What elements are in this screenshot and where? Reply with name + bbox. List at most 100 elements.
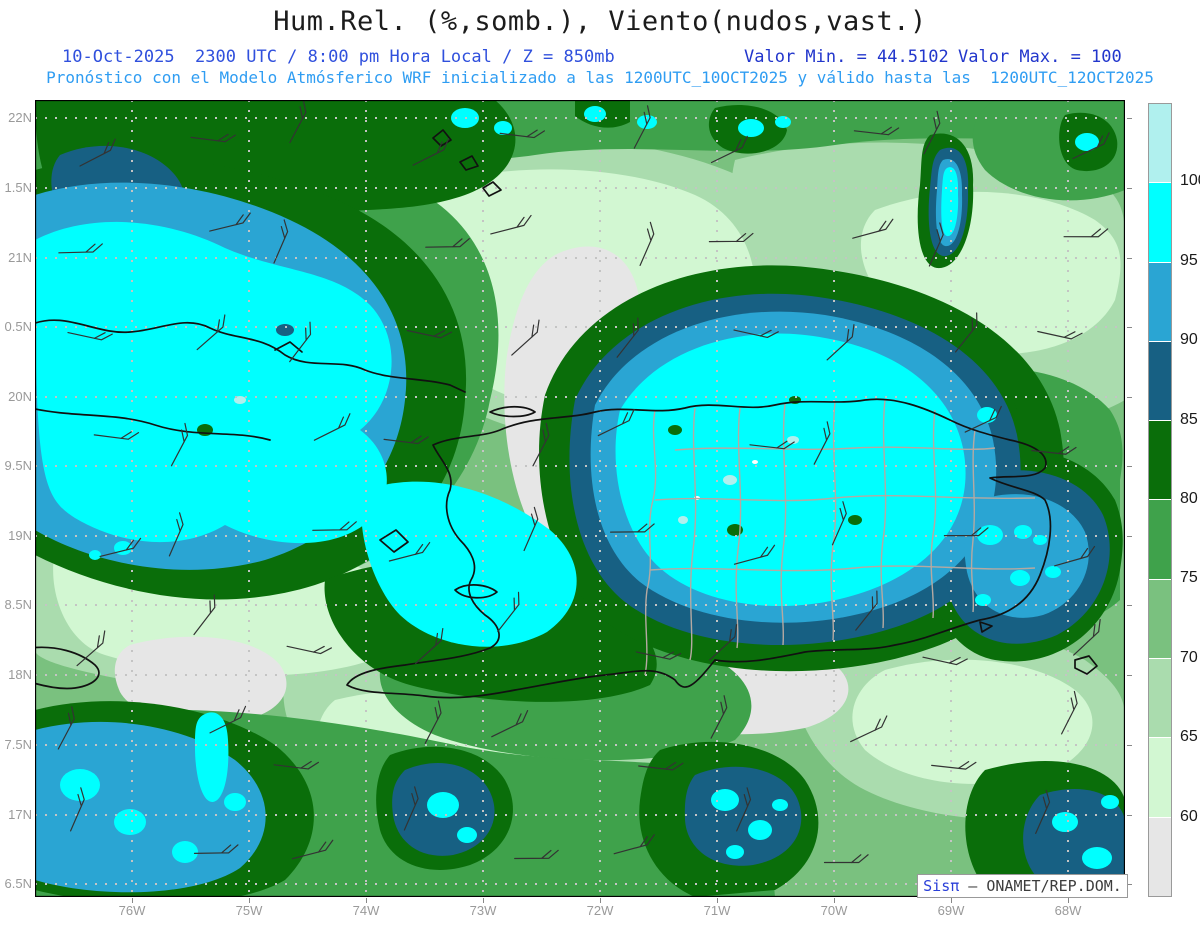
- colorbar-tick-label: 90: [1180, 331, 1198, 349]
- wind-barb: [616, 317, 639, 358]
- wind-barb: [67, 332, 113, 341]
- wind-barb: [514, 849, 559, 860]
- wind-barb: [312, 521, 357, 531]
- valor-max-label: Valor Max. = 100: [958, 47, 1122, 67]
- lon-label: 76W: [118, 903, 146, 918]
- coastlines: [35, 129, 1098, 699]
- lat-label: 22N: [8, 110, 32, 125]
- gridlines: [35, 100, 1125, 897]
- colorbar-tick-label: 75: [1180, 569, 1198, 587]
- lon-label: 72W: [586, 903, 614, 918]
- wind-barb: [403, 786, 419, 831]
- wind-barb: [639, 221, 655, 266]
- lat-label: 17N: [8, 807, 32, 822]
- wind-barb: [852, 218, 894, 239]
- lon-tick: [951, 898, 952, 903]
- wind-barb: [289, 100, 307, 144]
- wind-barb: [499, 129, 546, 139]
- lat-tick: [1127, 466, 1132, 467]
- wind-barb: [313, 413, 351, 441]
- lat-tick: [1127, 397, 1132, 398]
- lat-label: 19N: [8, 528, 32, 543]
- lat-tick: [1127, 536, 1132, 537]
- wind-barb: [736, 787, 752, 832]
- wind-barb: [425, 238, 470, 248]
- wind-barb: [855, 590, 878, 631]
- lon-tick: [483, 898, 484, 903]
- lat-label: 21N: [8, 250, 32, 265]
- colorbar-tick-label: 100: [1180, 172, 1200, 190]
- wind-barb: [511, 319, 540, 356]
- wind-barb: [635, 651, 682, 660]
- lat-tick: [1127, 605, 1132, 606]
- colorbar-segment: [1149, 659, 1171, 739]
- wind-barb: [286, 645, 332, 655]
- wind-barb: [1073, 618, 1101, 656]
- colorbar-segment: [1149, 421, 1171, 501]
- lat-tick: [1127, 675, 1132, 676]
- lon-label: 68W: [1054, 903, 1082, 918]
- wind-barb: [922, 656, 968, 666]
- colorbar-tick-label: 70: [1180, 648, 1198, 666]
- colorbar-segment: [1149, 262, 1171, 342]
- wind-barb: [424, 700, 442, 744]
- lon-label: 73W: [469, 903, 497, 918]
- lat-label: 1.5N: [4, 180, 32, 195]
- lon-tick: [600, 898, 601, 903]
- wind-barb: [597, 408, 635, 437]
- wind-barb: [813, 421, 831, 465]
- wind-barb: [196, 314, 226, 351]
- forecast-line: Pronóstico con el Modelo Atmósferico WRF…: [46, 68, 1154, 87]
- colorbar-tick-label: 85: [1180, 410, 1198, 428]
- wind-barb: [79, 138, 116, 167]
- contour-fill-layer: [35, 100, 1125, 897]
- lat-tick: [1127, 815, 1132, 816]
- wind-barb: [613, 834, 655, 855]
- wind-barb: [415, 627, 444, 665]
- wind-barb: [93, 431, 140, 440]
- wind-barb: [1060, 690, 1078, 735]
- colorbar-tick-label: 65: [1180, 728, 1198, 746]
- wind-barb: [209, 212, 251, 232]
- lon-label: 71W: [703, 903, 731, 918]
- wind-barb: [190, 133, 236, 143]
- lon-tick: [249, 898, 250, 903]
- wind-barb: [831, 501, 847, 546]
- wind-barb: [928, 222, 944, 267]
- lat-tick: [1127, 188, 1132, 189]
- wind-barb: [57, 706, 75, 750]
- wind-barb: [170, 422, 189, 467]
- wind-barb: [943, 527, 989, 537]
- wind-barb: [709, 624, 738, 661]
- colorbar: [1148, 103, 1172, 897]
- wind-barb: [209, 705, 247, 734]
- wind-barb: [931, 761, 977, 770]
- map-canvas: [35, 100, 1125, 897]
- wind-barb: [1035, 789, 1051, 835]
- wind-barb: [412, 138, 450, 166]
- wind-barb: [923, 110, 941, 155]
- wind-barb: [490, 214, 532, 235]
- wind-barb: [638, 761, 684, 771]
- colorbar-segment: [1149, 183, 1171, 263]
- wind-barb: [1037, 330, 1083, 340]
- wind-barb: [1031, 446, 1077, 455]
- wind-barb: [1072, 132, 1110, 160]
- lat-label: 0.5N: [4, 319, 32, 334]
- lat-tick: [1127, 745, 1132, 746]
- wind-barb: [1063, 228, 1109, 238]
- colorbar-segment: [1149, 738, 1171, 818]
- wind-barb: [850, 715, 888, 743]
- wind-barb: [633, 105, 651, 149]
- lon-tick: [717, 898, 718, 903]
- lon-label: 69W: [937, 903, 965, 918]
- lon-label: 74W: [352, 903, 380, 918]
- wind-barb: [497, 591, 520, 633]
- wind-barb: [710, 135, 748, 164]
- wind-barb: [964, 405, 1002, 433]
- wind-barb: [388, 541, 431, 562]
- lat-label: 8.5N: [4, 597, 32, 612]
- wind-barb: [609, 523, 655, 533]
- lon-tick: [132, 898, 133, 903]
- wind-barb: [99, 537, 142, 557]
